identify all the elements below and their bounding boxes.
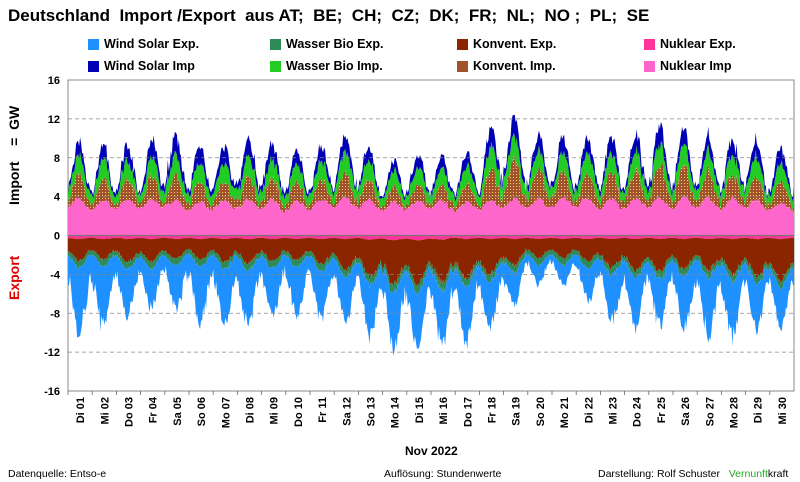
x-tick-label: Do 24: [632, 396, 644, 427]
legend-swatch-nuklear-imp: [644, 60, 655, 72]
x-tick-label: Sa 26: [680, 397, 692, 426]
x-tick-label: Sa 19: [511, 397, 523, 426]
area-nuklear-imp: [68, 195, 794, 236]
x-tick-label: Mo 14: [390, 396, 402, 428]
y-tick-label: 8: [54, 153, 60, 165]
x-tick-label: So 13: [366, 397, 378, 426]
x-tick-label: Sa 05: [172, 397, 184, 426]
y-tick-label: 0: [54, 231, 60, 243]
area-wind-solar-exp: [68, 252, 794, 356]
x-tick-label: Di 08: [245, 397, 257, 423]
legend-label-nuklear-imp: Nuklear Imp: [660, 59, 732, 73]
x-tick-label: So 06: [196, 397, 208, 426]
legend-item-nuklear-imp: Nuklear Imp: [644, 58, 732, 74]
x-tick-label: Fr 25: [656, 397, 668, 423]
chart-legend: Wind Solar Exp. Wasser Bio Exp. Konvent.…: [88, 36, 788, 76]
x-axis-title: Nov 2022: [405, 444, 458, 458]
x-tick-label: Di 29: [753, 397, 765, 423]
x-tick-label: Di 22: [583, 397, 595, 423]
legend-label-wasser-bio-imp: Wasser Bio Imp.: [286, 59, 383, 73]
x-tick-label: Mi 23: [608, 397, 620, 425]
x-tick-label: Mo 21: [559, 397, 571, 428]
x-tick-label: Fr 11: [317, 397, 329, 423]
legend-swatch-konvent-exp: [457, 38, 468, 50]
legend-label-konvent-exp: Konvent. Exp.: [473, 37, 557, 51]
x-tick-label: Di 15: [414, 397, 426, 423]
footer-author: Darstellung: Rolf Schuster Vernunftkraft: [598, 468, 788, 480]
y-tick-label: -4: [50, 269, 61, 281]
area-wind-solar-imp: [68, 114, 794, 202]
legend-item-wasser-bio-exp: Wasser Bio Exp.: [270, 36, 384, 52]
legend-item-konvent-imp: Konvent. Imp.: [457, 58, 556, 74]
legend-item-nuklear-exp: Nuklear Exp.: [644, 36, 736, 52]
y-tick-label: 12: [48, 114, 60, 126]
x-tick-label: Mi 09: [269, 397, 281, 425]
legend-label-nuklear-exp: Nuklear Exp.: [660, 37, 736, 51]
area-wasser-bio-imp: [68, 132, 794, 210]
area-nuklear-exp: [68, 235, 794, 241]
legend-item-konvent-exp: Konvent. Exp.: [457, 36, 556, 52]
area-wasser-bio-exp: [68, 248, 794, 296]
footer-resolution: Auflösung: Stundenwerte: [384, 468, 502, 480]
y-tick-label: -8: [50, 308, 60, 320]
area-konvent-exp: [68, 237, 794, 287]
x-tick-label: Mi 16: [438, 397, 450, 425]
y-tick-label: 16: [48, 75, 60, 87]
legend-swatch-wind-solar-imp: [88, 60, 99, 72]
x-tick-label: Sa 12: [341, 397, 353, 426]
legend-label-wasser-bio-exp: Wasser Bio Exp.: [286, 37, 384, 51]
y-tick-label: 4: [54, 192, 61, 204]
legend-label-konvent-imp: Konvent. Imp.: [473, 59, 556, 73]
legend-swatch-nuklear-exp: [644, 38, 655, 50]
footer-author-text: Darstellung: Rolf Schuster: [598, 468, 720, 480]
footer-brand-green: Vernunft: [728, 468, 768, 480]
footer-brand-rest: kraft: [767, 468, 789, 480]
chart-title: Deutschland Import /Export aus AT; BE; C…: [8, 6, 650, 25]
y-tick-label: -16: [44, 386, 60, 398]
legend-swatch-wasser-bio-exp: [270, 38, 281, 50]
x-tick-label: Fr 18: [487, 397, 499, 423]
x-tick-label: Di 01: [75, 397, 87, 423]
x-tick-label: So 27: [704, 397, 716, 426]
x-tick-label: Fr 04: [148, 396, 160, 423]
legend-swatch-wasser-bio-imp: [270, 60, 281, 72]
y-tick-label: -12: [44, 347, 60, 359]
legend-label-wind-solar-imp: Wind Solar Imp: [104, 59, 195, 73]
x-tick-label: Do 03: [124, 397, 136, 427]
x-tick-label: Do 10: [293, 397, 305, 427]
x-tick-label: Mo 07: [220, 397, 232, 428]
x-tick-label: Do 17: [462, 397, 474, 427]
legend-swatch-wind-solar-exp: [88, 38, 99, 50]
legend-item-wind-solar-exp: Wind Solar Exp.: [88, 36, 199, 52]
legend-item-wind-solar-imp: Wind Solar Imp: [88, 58, 195, 74]
footer-source: Datenquelle: Entso-e: [8, 468, 107, 480]
x-tick-label: So 20: [535, 397, 547, 426]
area-konvent-imp: [68, 154, 794, 213]
x-tick-label: Mi 02: [99, 397, 111, 425]
x-tick-label: Mo 28: [729, 397, 741, 428]
legend-swatch-konvent-imp: [457, 60, 468, 72]
legend-label-wind-solar-exp: Wind Solar Exp.: [104, 37, 200, 51]
x-tick-label: Mi 30: [777, 397, 789, 425]
legend-item-wasser-bio-imp: Wasser Bio Imp.: [270, 58, 383, 74]
